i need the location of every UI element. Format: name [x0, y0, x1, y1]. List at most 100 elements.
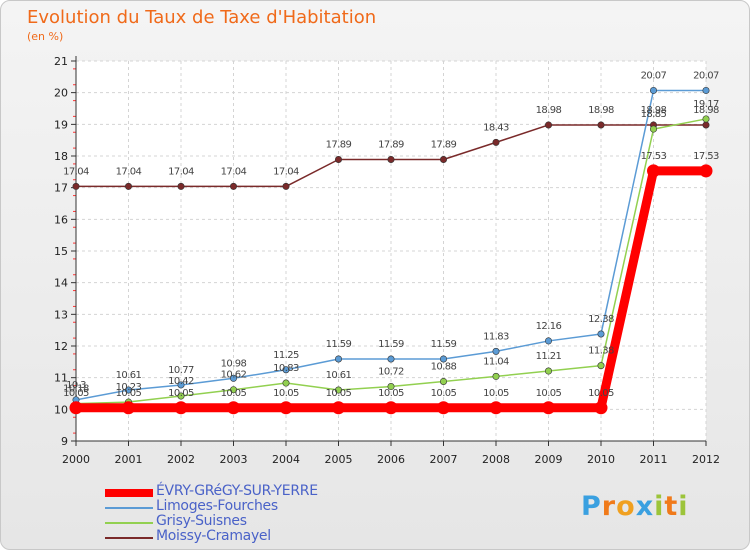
- data-label: 18.98: [641, 105, 667, 116]
- y-tick-label: 12: [54, 340, 68, 353]
- legend-label: Limoges-Fourches: [156, 498, 278, 514]
- data-label: 18.98: [693, 105, 719, 116]
- data-label: 10.83: [273, 363, 299, 374]
- legend-label: ÉVRY-GRéGY-SUR-YERRE: [156, 483, 318, 499]
- data-point: [122, 401, 135, 415]
- data-point: [594, 401, 608, 415]
- y-tick-label: 16: [54, 213, 68, 226]
- data-point: [492, 372, 500, 380]
- x-tick-label: 2001: [115, 453, 143, 466]
- data-label: 17.89: [431, 139, 457, 150]
- legend-swatch: [105, 537, 153, 539]
- data-label: 17.04: [116, 166, 142, 177]
- data-point: [492, 138, 500, 146]
- data-label: 10.05: [588, 388, 614, 399]
- data-point: [437, 401, 450, 415]
- data-label: 10.05: [378, 388, 404, 399]
- data-label: 10.72: [378, 367, 404, 378]
- data-label: 10.05: [483, 388, 509, 399]
- data-label: 11.04: [483, 356, 509, 367]
- data-label: 10.98: [221, 358, 247, 369]
- logo-letter: o: [616, 491, 636, 522]
- data-point: [230, 386, 238, 394]
- data-point: [69, 401, 83, 415]
- data-label: 10.61: [326, 370, 352, 381]
- data-label: 17.04: [221, 166, 247, 177]
- data-point: [544, 337, 552, 345]
- x-tick-label: 2000: [62, 453, 90, 466]
- y-tick-label: 10: [54, 403, 68, 416]
- data-label: 11.83: [483, 331, 509, 342]
- legend-swatch: [105, 507, 153, 509]
- y-tick-label: 17: [54, 182, 68, 195]
- data-label: 11.25: [273, 350, 299, 361]
- data-point: [387, 383, 395, 391]
- data-point: [699, 164, 713, 178]
- data-point: [702, 86, 710, 94]
- data-point: [544, 121, 552, 129]
- data-label: 10.05: [536, 388, 562, 399]
- y-tick-label: 18: [54, 150, 68, 163]
- data-label: 10.23: [116, 382, 142, 393]
- data-label: 10.18: [63, 384, 89, 395]
- x-tick-label: 2011: [640, 453, 668, 466]
- data-point: [279, 401, 293, 415]
- data-point: [702, 121, 710, 129]
- data-label: 10.62: [221, 370, 247, 381]
- logo-letter: r: [601, 491, 617, 522]
- data-point: [282, 379, 290, 387]
- data-label: 11.59: [326, 339, 352, 350]
- y-tick-label: 9: [61, 435, 68, 448]
- data-point: [72, 182, 80, 190]
- data-point: [227, 401, 240, 415]
- data-label: 10.05: [326, 388, 352, 399]
- data-label: 10.77: [168, 365, 194, 376]
- data-point: [334, 355, 342, 363]
- legend-label: Moissy-Cramayel: [156, 528, 271, 544]
- x-tick-label: 2006: [377, 453, 405, 466]
- data-point: [334, 155, 342, 163]
- data-point: [177, 392, 185, 400]
- x-tick-label: 2002: [167, 453, 195, 466]
- data-label: 18.98: [588, 105, 614, 116]
- data-point: [332, 401, 345, 415]
- data-point: [177, 182, 185, 190]
- data-point: [230, 374, 238, 382]
- data-label: 10.05: [168, 388, 194, 399]
- data-label: 18.43: [483, 122, 509, 133]
- y-tick-label: 21: [54, 55, 68, 68]
- data-point: [647, 164, 660, 178]
- data-label: 18.85: [641, 109, 667, 120]
- data-label: 10.05: [273, 388, 299, 399]
- data-label: 20.07: [693, 70, 719, 81]
- y-tick-label: 13: [54, 308, 68, 321]
- data-label: 17.89: [378, 139, 404, 150]
- y-tick-label: 19: [54, 118, 68, 131]
- data-point: [125, 386, 133, 394]
- data-label: 11.38: [588, 346, 614, 357]
- data-label: 20.07: [641, 70, 667, 81]
- x-tick-label: 2004: [272, 453, 300, 466]
- x-tick-label: 2005: [325, 453, 353, 466]
- data-label: 17.04: [273, 166, 299, 177]
- data-point: [439, 355, 447, 363]
- logo-letter: x: [635, 491, 655, 522]
- data-label: 10.05: [221, 388, 247, 399]
- data-label: 12.38: [588, 314, 614, 325]
- data-point: [387, 355, 395, 363]
- data-point: [544, 367, 552, 375]
- x-tick-label: 2010: [587, 453, 615, 466]
- chart-title: Evolution du Taux de Taxe d'Habitation: [27, 7, 377, 28]
- data-point: [125, 182, 133, 190]
- data-point: [649, 125, 657, 133]
- data-label: 19.17: [693, 99, 719, 110]
- data-label: 10.88: [431, 361, 457, 372]
- data-label: 10.3: [66, 380, 86, 391]
- data-label: 10.42: [168, 376, 194, 387]
- data-point: [174, 401, 188, 415]
- data-label: 10.05: [63, 388, 89, 399]
- y-tick-label: 20: [54, 87, 68, 100]
- data-label: 17.53: [693, 151, 719, 162]
- chart-subtitle: (en %): [27, 30, 64, 43]
